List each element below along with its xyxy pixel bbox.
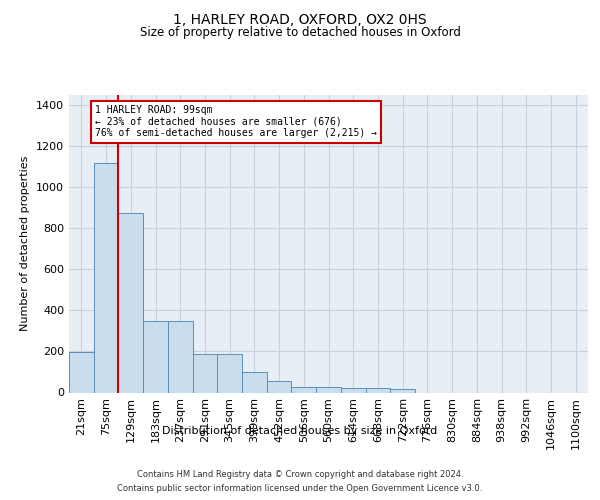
Bar: [242, 372, 267, 392]
Text: Distribution of detached houses by size in Oxford: Distribution of detached houses by size …: [163, 426, 437, 436]
Text: Contains public sector information licensed under the Open Government Licence v3: Contains public sector information licen…: [118, 484, 482, 493]
Bar: [267, 381, 292, 392]
Bar: [390, 390, 415, 392]
Bar: [341, 388, 365, 392]
Text: 1 HARLEY ROAD: 99sqm
← 23% of detached houses are smaller (676)
76% of semi-deta: 1 HARLEY ROAD: 99sqm ← 23% of detached h…: [95, 106, 377, 138]
Text: Size of property relative to detached houses in Oxford: Size of property relative to detached ho…: [140, 26, 460, 39]
Bar: [316, 388, 341, 392]
Bar: [143, 320, 168, 392]
Bar: [168, 320, 193, 392]
Bar: [193, 354, 217, 393]
Bar: [118, 213, 143, 392]
Bar: [217, 354, 242, 393]
Bar: [69, 352, 94, 393]
Bar: [292, 388, 316, 392]
Bar: [365, 388, 390, 392]
Bar: [94, 162, 118, 392]
Text: Contains HM Land Registry data © Crown copyright and database right 2024.: Contains HM Land Registry data © Crown c…: [137, 470, 463, 479]
Y-axis label: Number of detached properties: Number of detached properties: [20, 156, 31, 332]
Text: 1, HARLEY ROAD, OXFORD, OX2 0HS: 1, HARLEY ROAD, OXFORD, OX2 0HS: [173, 12, 427, 26]
